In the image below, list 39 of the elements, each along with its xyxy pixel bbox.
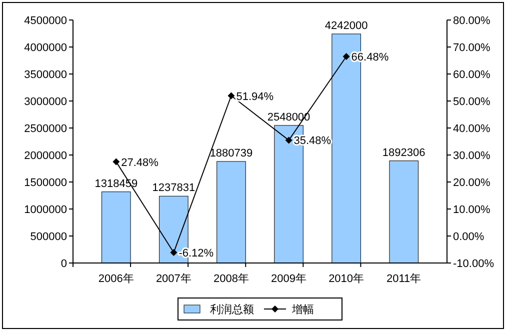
x-tick-label: 2010年	[328, 273, 364, 285]
data-label: 1880739	[210, 147, 253, 160]
x-tick-label: 2007年	[156, 273, 192, 285]
y-tick-label: 0	[60, 258, 67, 270]
y2-tick-label: 70.00%	[453, 42, 491, 54]
y-tick-label: 3500000	[24, 69, 67, 81]
data-label: 51.94%	[236, 90, 274, 103]
y-tick-label: 3000000	[24, 96, 67, 108]
x-tick-label: 2008年	[213, 273, 249, 285]
data-label: 4242000	[324, 20, 368, 32]
y2-tick-label: 40.00%	[453, 123, 491, 135]
y2-tick-label: 0.00%	[453, 231, 484, 243]
data-label: 1237831	[152, 182, 196, 194]
y-tick-label: 1500000	[24, 177, 67, 189]
y2-tick-label: 10.00%	[453, 204, 491, 216]
y2-tick-label: 60.00%	[453, 69, 491, 81]
point	[112, 158, 120, 166]
point	[228, 92, 235, 100]
point	[170, 249, 178, 256]
y2-tick-label: 80.00%	[453, 15, 491, 27]
x-tick-label: 2006年	[98, 273, 134, 285]
y2-tick-label: 50.00%	[453, 96, 491, 108]
y-tick-label: 2000000	[24, 150, 67, 162]
y2-tick-label: -10.00%	[453, 258, 494, 270]
y-tick-label: 4000000	[24, 42, 67, 54]
y-tick-label: 1000000	[24, 204, 67, 216]
y2-tick-label: 20.00%	[453, 177, 491, 189]
point	[342, 53, 350, 60]
x-tick-label: 2011年	[386, 273, 422, 285]
y-tick-label: 2500000	[24, 123, 67, 135]
data-label: 27.48%	[121, 156, 159, 169]
y-tick-label: 4500000	[24, 15, 67, 27]
y2-tick-label: 30.00%	[453, 150, 491, 162]
legend-label: 增幅	[291, 304, 314, 316]
data-label: 1892306	[382, 146, 426, 159]
x-tick-label: 2009年	[271, 273, 307, 285]
y-tick-label: 500000	[30, 231, 67, 243]
point	[285, 136, 292, 144]
legend-label: 利润总额	[210, 303, 254, 316]
